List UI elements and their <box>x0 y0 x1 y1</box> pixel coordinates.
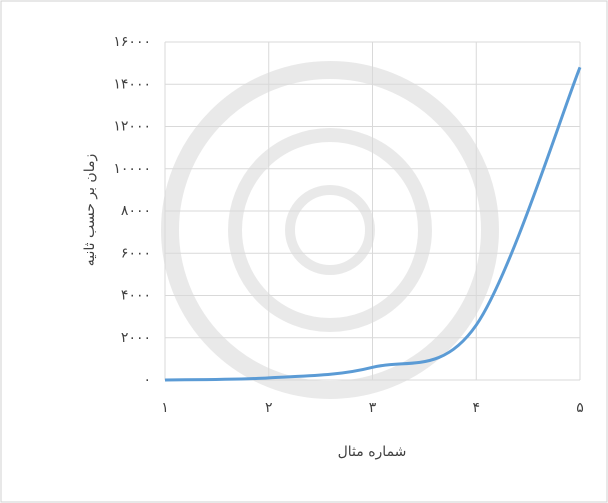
y-tick-label: ۱۴۰۰۰ <box>113 76 151 92</box>
x-tick-label: ۲ <box>265 400 273 416</box>
y-axis-label: زمان بر حسب ثانیه <box>82 154 98 266</box>
y-tick-label: ۱۶۰۰۰ <box>113 34 151 50</box>
y-tick-label: ۸۰۰۰ <box>121 203 151 219</box>
watermark <box>161 61 499 399</box>
y-tick-label: ۱۲۰۰۰ <box>113 119 151 135</box>
x-tick-label: ۱ <box>161 400 169 416</box>
x-tick-label: ۵ <box>576 400 584 416</box>
x-axis-label: شماره مثال <box>338 444 407 460</box>
y-tick-label: ۶۰۰۰ <box>121 245 151 261</box>
line <box>164 66 582 382</box>
y-tick-label: ۰ <box>143 372 151 388</box>
x-tick-label: ۳ <box>369 400 377 416</box>
x-tick-label: ۴ <box>472 400 480 416</box>
y-tick-label: ۲۰۰۰ <box>121 330 151 346</box>
y-tick-label: ۱۰۰۰۰ <box>113 161 151 177</box>
y-tick-label: ۴۰۰۰ <box>121 288 151 304</box>
